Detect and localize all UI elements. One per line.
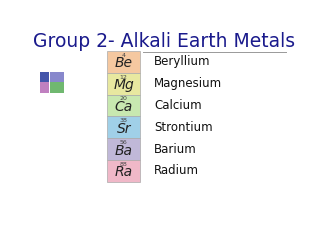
Text: Mg: Mg <box>113 78 134 92</box>
Text: Sr: Sr <box>116 122 131 136</box>
Text: 56: 56 <box>120 140 128 145</box>
Text: Ca: Ca <box>115 100 133 114</box>
Text: Radium: Radium <box>154 164 199 177</box>
Bar <box>107 51 140 73</box>
Text: Ra: Ra <box>115 165 133 180</box>
Text: Magnesium: Magnesium <box>154 77 222 90</box>
Text: Group 2- Alkali Earth Metals: Group 2- Alkali Earth Metals <box>33 32 295 51</box>
Text: 4: 4 <box>122 53 126 58</box>
Text: Be: Be <box>115 56 133 70</box>
Text: Barium: Barium <box>154 143 197 156</box>
Bar <box>107 73 140 95</box>
Bar <box>107 160 140 182</box>
Text: 38: 38 <box>120 118 128 123</box>
Text: 12: 12 <box>120 75 128 80</box>
Text: 88: 88 <box>120 162 128 167</box>
Bar <box>107 95 140 116</box>
Bar <box>107 138 140 160</box>
Bar <box>107 116 140 138</box>
Bar <box>50 72 64 82</box>
Text: Strontium: Strontium <box>154 121 213 134</box>
Text: 20: 20 <box>120 96 128 102</box>
Bar <box>50 82 64 93</box>
Bar <box>36 72 49 82</box>
Bar <box>36 82 49 93</box>
Text: Ba: Ba <box>115 144 133 158</box>
Text: Beryllium: Beryllium <box>154 55 211 68</box>
Text: Calcium: Calcium <box>154 99 202 112</box>
